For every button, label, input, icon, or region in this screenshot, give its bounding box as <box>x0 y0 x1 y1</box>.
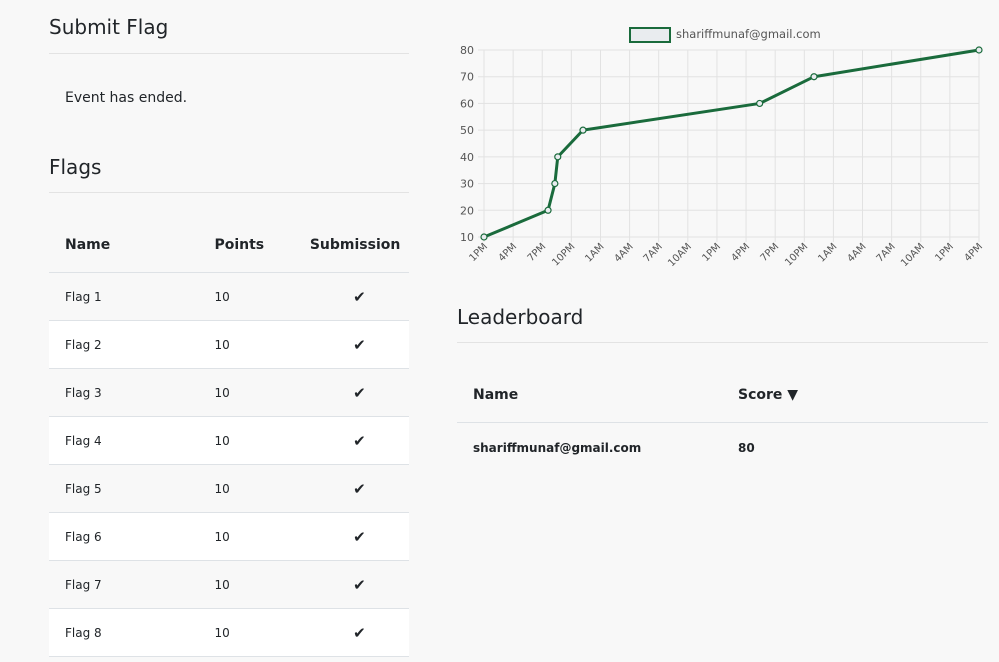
y-tick-label: 10 <box>460 231 474 244</box>
check-icon: ✔ <box>353 335 366 354</box>
flag-name: Flag 8 <box>49 608 215 657</box>
x-tick-label: 1PM <box>700 241 723 264</box>
flag-row: Flag 7 10 ✔ <box>49 560 409 609</box>
flag-points: 10 <box>214 608 310 657</box>
y-tick-label: 50 <box>460 124 474 137</box>
data-point <box>756 99 764 108</box>
flag-name: Flag 1 <box>49 272 215 321</box>
x-tick-label: 1AM <box>816 241 839 264</box>
check-icon: ✔ <box>353 575 366 594</box>
flag-name: Flag 3 <box>49 368 215 417</box>
flag-points: 10 <box>214 320 310 369</box>
x-tick-label: 7PM <box>526 241 549 264</box>
x-tick-label: 4AM <box>845 241 868 264</box>
check-icon: ✔ <box>353 527 366 546</box>
flag-name: Flag 5 <box>49 464 215 513</box>
flag-row: Flag 8 10 ✔ <box>49 608 409 657</box>
check-icon: ✔ <box>353 383 366 402</box>
flag-name: Flag 6 <box>49 512 215 561</box>
data-point <box>810 73 818 81</box>
data-point <box>544 206 552 214</box>
check-icon: ✔ <box>353 479 366 498</box>
legend-swatch[interactable] <box>629 27 671 43</box>
flag-name: Flag 2 <box>49 320 215 369</box>
col-header-name: Name <box>49 218 215 273</box>
flag-points: 10 <box>214 512 310 561</box>
y-tick-label: 20 <box>460 204 474 217</box>
data-point <box>480 233 488 241</box>
data-point <box>975 46 983 54</box>
flag-row: Flag 3 10 ✔ <box>49 368 409 417</box>
submit-flag-title: Submit Flag <box>49 15 169 39</box>
check-icon: ✔ <box>353 623 366 642</box>
y-tick-label: 60 <box>460 97 474 110</box>
y-tick-label: 70 <box>460 71 474 84</box>
legend-label[interactable]: shariffmunaf@gmail.com <box>676 27 821 41</box>
x-tick-label: 4PM <box>962 241 985 264</box>
x-tick-label: 1PM <box>467 241 490 264</box>
flag-points: 10 <box>214 272 310 321</box>
leaderboard-table: Name Score ▼ shariffmunaf@gmail.com 80 <box>457 368 988 473</box>
series-line <box>483 48 980 239</box>
col-header-name: Name <box>457 368 738 423</box>
flag-points: 10 <box>214 368 310 417</box>
x-tick-label: 4AM <box>612 241 635 264</box>
divider <box>49 192 409 193</box>
x-tick-label: 10PM <box>550 241 577 268</box>
player-name: shariffmunaf@gmail.com <box>473 441 642 455</box>
x-tick-label: 1PM <box>933 241 956 264</box>
data-point <box>554 153 562 161</box>
flags-title: Flags <box>49 155 102 179</box>
col-header-submission: Submission <box>309 218 409 273</box>
x-tick-label: 4PM <box>730 241 753 264</box>
x-tick-label: 7AM <box>875 241 898 264</box>
check-icon: ✔ <box>353 431 366 450</box>
y-tick-label: 30 <box>460 178 474 191</box>
flag-points: 10 <box>214 416 310 465</box>
y-tick-label: 80 <box>460 44 474 57</box>
x-tick-label: 10AM <box>899 241 927 269</box>
col-header-points: Points <box>214 218 310 273</box>
flag-row: Flag 1 10 ✔ <box>49 272 409 321</box>
check-icon: ✔ <box>353 287 366 306</box>
flags-table: Name Points Submission Flag 1 10 ✔ Flag 2 10… <box>49 218 409 657</box>
leaderboard-row: shariffmunaf@gmail.com 80 <box>457 423 988 474</box>
flag-row: Flag 5 10 ✔ <box>49 464 409 513</box>
x-tick-label: 1AM <box>583 241 606 264</box>
flag-row: Flag 6 10 ✔ <box>49 512 409 561</box>
y-tick-label: 40 <box>460 151 474 164</box>
x-tick-label: 7AM <box>642 241 665 264</box>
divider <box>49 53 409 54</box>
flag-points: 10 <box>214 464 310 513</box>
flag-row: Flag 4 10 ✔ <box>49 416 409 465</box>
x-tick-label: 10PM <box>783 241 810 268</box>
player-score: 80 <box>738 441 755 455</box>
event-ended-message: Event has ended. <box>65 90 188 106</box>
flag-row: Flag 2 10 ✔ <box>49 320 409 369</box>
x-tick-label: 7PM <box>759 241 782 264</box>
x-tick-label: 10AM <box>666 241 694 269</box>
divider <box>457 342 988 343</box>
col-header-score[interactable]: Score ▼ <box>738 368 988 423</box>
leaderboard-title: Leaderboard <box>457 305 584 329</box>
data-point <box>579 126 587 134</box>
data-point <box>551 179 559 188</box>
x-tick-label: 4PM <box>497 241 520 264</box>
flag-points: 10 <box>214 560 310 609</box>
flag-name: Flag 4 <box>49 416 215 465</box>
flag-name: Flag 7 <box>49 560 215 609</box>
